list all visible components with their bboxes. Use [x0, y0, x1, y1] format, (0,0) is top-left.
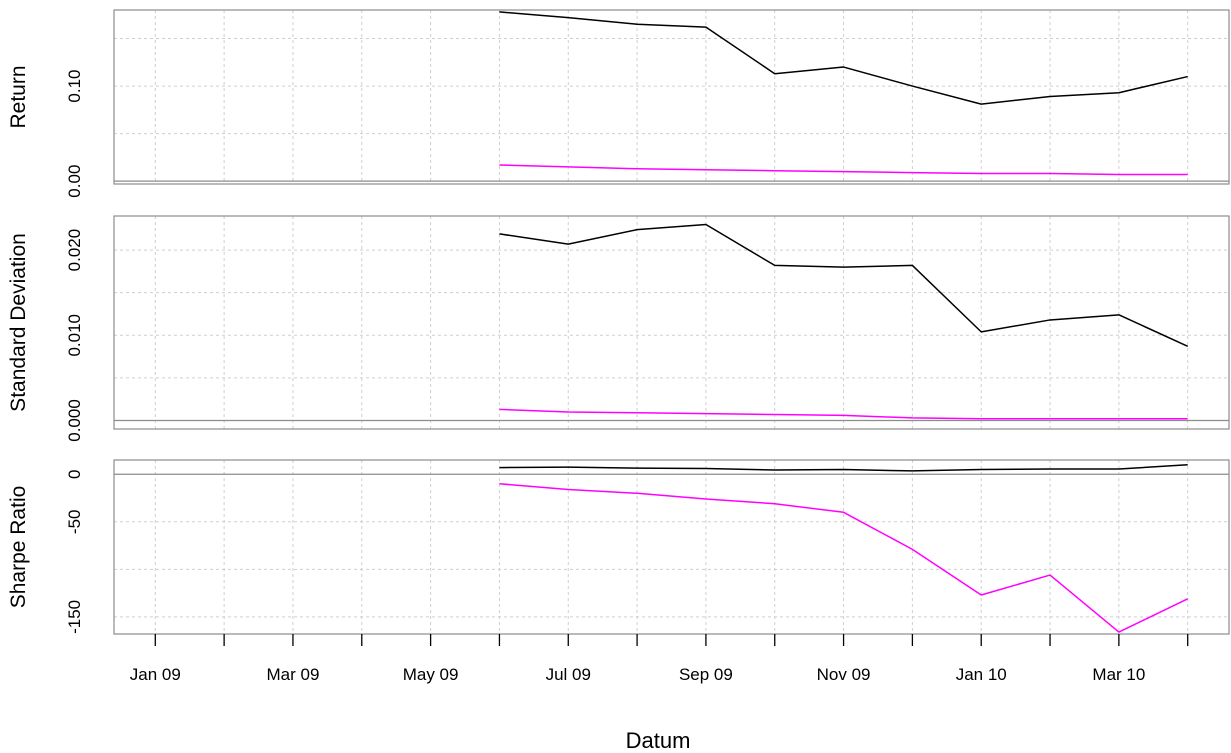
grid-return [114, 10, 1229, 184]
y-tick-label-sharpe-ratio-1: -50 [65, 510, 84, 535]
series-line-return-1 [499, 11, 1188, 105]
series-line-return-2 [499, 164, 1188, 176]
x-axis-title: Datum [626, 728, 691, 753]
y-ticks-standard-deviation: 0.000 0.010 0.020 [65, 229, 84, 442]
series-line-standard-deviation-2 [499, 408, 1188, 420]
series-line-sharpe-ratio-1 [499, 464, 1188, 472]
panel-frame-standard-deviation [113, 215, 1230, 430]
series-return [499, 11, 1188, 176]
y-tick-label-standard-deviation-0: 0.000 [65, 399, 84, 442]
panel-frame-sharpe-ratio [113, 459, 1230, 635]
x-tick-label-4: Sep 09 [679, 665, 733, 684]
y-tick-label-return-1: 0.10 [65, 70, 84, 103]
y-ticks-sharpe-ratio: 0 -50 -150 [65, 470, 84, 634]
series-sharpe-ratio [499, 464, 1189, 633]
panel-standard-deviation: 0.000 0.010 0.020 Standard Deviation [7, 215, 1230, 442]
panel-return: 0.00 0.10 Return [7, 9, 1230, 198]
y-ticks-return: 0.00 0.10 [65, 70, 84, 198]
y-axis-label-sharpe-ratio: Sharpe Ratio [7, 486, 30, 609]
y-tick-label-return-0: 0.00 [65, 165, 84, 198]
x-tick-label-5: Nov 09 [817, 665, 871, 684]
y-tick-label-standard-deviation-1: 0.010 [65, 314, 84, 357]
y-tick-label-sharpe-ratio-2: -150 [65, 600, 84, 634]
x-tick-label-1: Mar 09 [266, 665, 319, 684]
grid-sharpe-ratio [114, 460, 1229, 634]
y-tick-label-standard-deviation-2: 0.020 [65, 229, 84, 272]
x-tick-label-7: Mar 10 [1092, 665, 1145, 684]
y-axis-label-standard-deviation: Standard Deviation [7, 233, 30, 412]
grid-standard-deviation [114, 216, 1229, 429]
panel-sharpe-ratio: 0 -50 -150 Sharpe Ratio [7, 459, 1230, 635]
panel-frame-return [113, 9, 1230, 185]
series-line-sharpe-ratio-2 [499, 483, 1189, 633]
y-tick-label-sharpe-ratio-0: 0 [65, 470, 84, 479]
x-tick-label-2: May 09 [403, 665, 459, 684]
series-line-standard-deviation-1 [499, 223, 1189, 348]
series-standard-deviation [499, 223, 1189, 420]
x-tick-label-0: Jan 09 [130, 665, 181, 684]
x-tick-label-6: Jan 10 [956, 665, 1007, 684]
x-axis: Jan 09 Mar 09 May 09 Jul 09 Sep 09 Nov 09 Jan … [130, 634, 1189, 684]
y-axis-label-return: Return [7, 65, 30, 128]
x-tick-label-3: Jul 09 [546, 665, 591, 684]
